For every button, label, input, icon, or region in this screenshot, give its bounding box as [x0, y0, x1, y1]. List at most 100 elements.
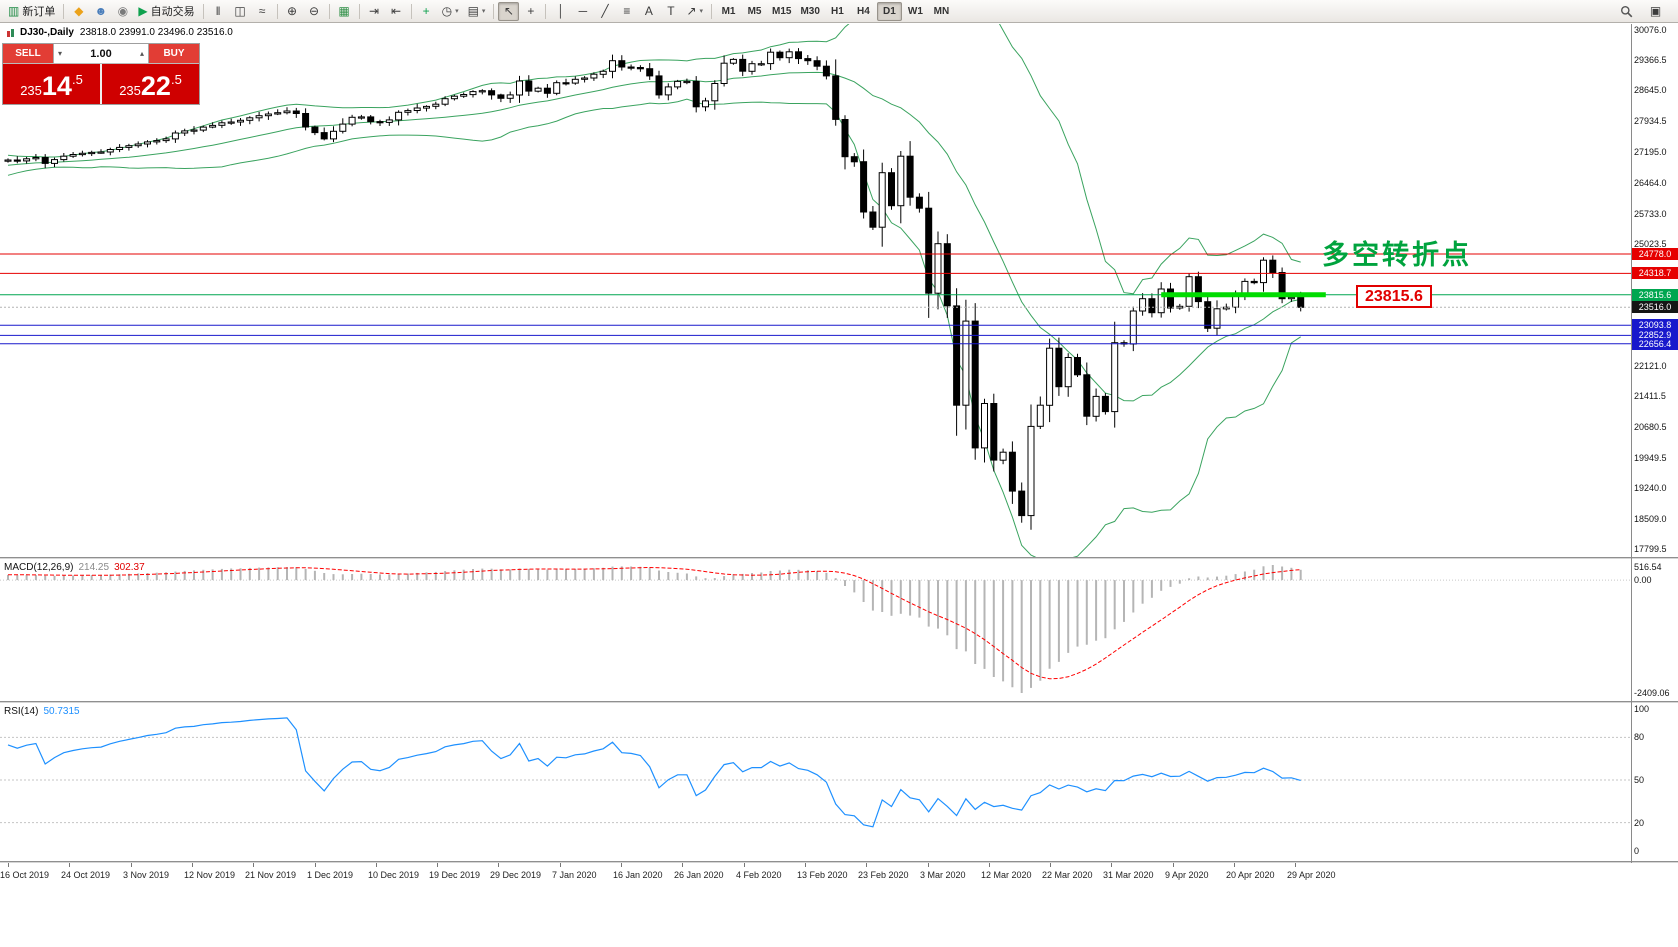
- auto-trading-button[interactable]: ▶ 自动交易: [134, 2, 198, 21]
- time-label: 23 Feb 2020: [858, 870, 909, 880]
- trend-line-button[interactable]: ╱: [594, 2, 615, 21]
- price-tag: 23516.0: [1632, 301, 1678, 313]
- chart-icon: [7, 28, 14, 37]
- text-label-button[interactable]: T: [660, 2, 681, 21]
- chart-shift-button[interactable]: ⇤: [386, 2, 407, 21]
- new-order-label: 新订单: [22, 6, 56, 18]
- one-click-prices: 235 14.5 235 22.5: [3, 64, 199, 104]
- fibonacci-button[interactable]: ≡: [616, 2, 637, 21]
- new-order-icon: ▥: [8, 4, 20, 18]
- toolbar-right-group: ▣: [1616, 2, 1674, 21]
- profile-button[interactable]: ☻: [90, 2, 111, 21]
- time-axis[interactable]: 16 Oct 2019 24 Oct 2019 3 Nov 2019 12 Nov 2…: [0, 863, 1631, 885]
- auto-scroll-button[interactable]: ⇥: [364, 2, 385, 21]
- periods-button[interactable]: ◷ ▾: [438, 2, 463, 21]
- horizontal-line-button[interactable]: ─: [572, 2, 593, 21]
- tile-windows-button[interactable]: ▦: [334, 2, 355, 21]
- time-tick: [315, 863, 316, 867]
- trend-line-icon: ╱: [601, 4, 609, 18]
- sell-price-pip: .5: [71, 72, 83, 87]
- timeframe-h4-button[interactable]: H4: [857, 5, 870, 17]
- time-tick: [621, 863, 622, 867]
- sell-button[interactable]: SELL: [3, 44, 53, 63]
- volume-field[interactable]: ▾ 1.00 ▴: [53, 44, 149, 63]
- timeframe-w1-button[interactable]: W1: [907, 5, 923, 17]
- time-label: 10 Dec 2019: [368, 870, 420, 880]
- chart-bars-button[interactable]: ‖: [208, 2, 229, 21]
- time-tick: [560, 863, 561, 867]
- time-label: 19 Dec 2019: [429, 870, 481, 880]
- search-symbol-icon: [1620, 5, 1633, 18]
- timeframe-h1-button[interactable]: H1: [831, 5, 844, 17]
- time-tick: [928, 863, 929, 867]
- time-label: 12 Nov 2019: [184, 870, 236, 880]
- arrows-dropdown-arrow[interactable]: ▾: [699, 8, 704, 15]
- search-symbol-button[interactable]: [1616, 2, 1637, 21]
- macd-axis-label: -2409.06: [1634, 688, 1670, 698]
- price-axis-label: 17799.5: [1634, 544, 1667, 554]
- news-button[interactable]: ◉: [112, 2, 133, 21]
- text-label-icon: T: [667, 4, 675, 18]
- toolbar-separator: [328, 3, 330, 19]
- volume-up-arrow[interactable]: ▴: [139, 49, 144, 58]
- time-label: 21 Nov 2019: [245, 870, 297, 880]
- indicators-button[interactable]: +: [416, 2, 437, 21]
- price-tag: 24778.0: [1632, 248, 1678, 260]
- pane-separator[interactable]: [0, 861, 1678, 863]
- new-order-button[interactable]: ▥ 新订单: [4, 2, 59, 21]
- time-label: 16 Oct 2019: [0, 870, 50, 880]
- price-axis-label: 19240.0: [1634, 483, 1667, 493]
- vertical-line-button[interactable]: │: [550, 2, 571, 21]
- text-button[interactable]: A: [638, 2, 659, 21]
- time-tick: [253, 863, 254, 867]
- time-tick: [1050, 863, 1051, 867]
- sell-price-display[interactable]: 235 14.5: [3, 64, 100, 104]
- chart-line-button[interactable]: ≈: [252, 2, 273, 21]
- rsi-axis-label: 80: [1634, 732, 1645, 742]
- periods-icon: ◷: [441, 4, 453, 18]
- timeframe-m1-button[interactable]: M1: [721, 5, 736, 17]
- time-tick: [1111, 863, 1112, 867]
- buy-button[interactable]: BUY: [149, 44, 199, 63]
- buy-price-display[interactable]: 235 22.5: [102, 64, 199, 104]
- timeframe-d1-button[interactable]: D1: [876, 1, 902, 21]
- price-axis-label: 18509.0: [1634, 514, 1667, 524]
- arrows-button[interactable]: ↗ ▾: [682, 2, 707, 21]
- toolbar-separator: [63, 3, 65, 19]
- timeframe-m5-button[interactable]: M5: [747, 5, 762, 17]
- rsi-axis-label: 20: [1634, 818, 1645, 828]
- mql5-community-button[interactable]: ◆: [68, 2, 89, 21]
- chart-candles-icon: ◫: [234, 4, 246, 18]
- rsi-pane[interactable]: [0, 703, 1631, 861]
- time-label: 3 Mar 2020: [920, 870, 966, 880]
- periods-dropdown-arrow[interactable]: ▾: [455, 8, 459, 15]
- pane-separator[interactable]: [0, 701, 1678, 703]
- crosshair-button[interactable]: +: [520, 2, 541, 21]
- price-axis-border: [1631, 24, 1632, 863]
- time-label: 31 Mar 2020: [1103, 870, 1154, 880]
- chart-candles-button[interactable]: ◫: [230, 2, 251, 21]
- time-label: 4 Feb 2020: [736, 870, 782, 880]
- macd-indicator-label: MACD(12,26,9) 214.25 302.37: [4, 562, 145, 573]
- timeframe-m15-button[interactable]: M15: [772, 5, 792, 17]
- zoom-in-button[interactable]: ⊕: [282, 2, 303, 21]
- time-tick: [131, 863, 132, 867]
- zoom-out-icon: ⊖: [309, 4, 320, 18]
- chart-list-button[interactable]: ▣: [1645, 2, 1666, 21]
- pane-separator[interactable]: [0, 557, 1678, 559]
- price-axis[interactable]: 30076.0 29366.5 28645.0 27934.5 27195.0 26464…: [1632, 0, 1678, 947]
- timeframe-mn-button[interactable]: MN: [933, 5, 950, 17]
- zoom-out-button[interactable]: ⊖: [304, 2, 325, 21]
- templates-button[interactable]: ▤ ▾: [464, 2, 490, 21]
- profile-icon: ☻: [94, 4, 108, 18]
- templates-dropdown-arrow[interactable]: ▾: [481, 8, 486, 15]
- rsi-value: 50.7315: [43, 706, 80, 717]
- horizontal-line-icon: ─: [578, 4, 588, 18]
- rsi-indicator-label: RSI(14) 50.7315: [4, 706, 80, 717]
- cursor-button[interactable]: ↖: [498, 1, 520, 21]
- timeframe-m30-button[interactable]: M30: [800, 5, 820, 17]
- macd-pane[interactable]: [0, 559, 1631, 701]
- volume-down-arrow[interactable]: ▾: [58, 49, 63, 58]
- buy-price-big-digits: 22: [140, 71, 171, 101]
- time-tick: [866, 863, 867, 867]
